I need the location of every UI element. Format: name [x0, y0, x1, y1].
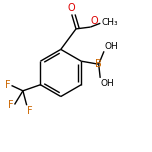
Text: F: F: [8, 100, 13, 109]
Text: O: O: [67, 3, 75, 13]
Text: F: F: [5, 80, 10, 90]
Text: CH₃: CH₃: [102, 18, 118, 28]
Text: OH: OH: [105, 41, 119, 51]
Text: B: B: [95, 59, 102, 69]
Text: O: O: [91, 16, 98, 26]
Text: F: F: [27, 106, 33, 116]
Text: OH: OH: [101, 79, 115, 88]
